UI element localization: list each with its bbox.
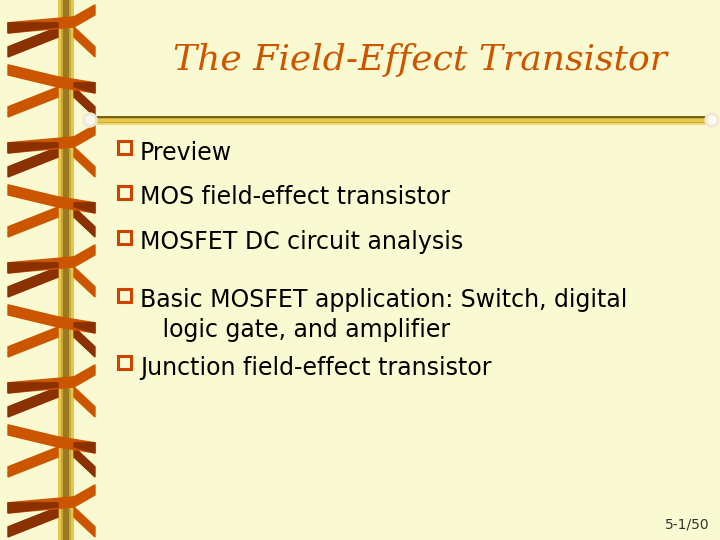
Polygon shape bbox=[8, 87, 58, 117]
Polygon shape bbox=[8, 507, 58, 537]
Polygon shape bbox=[74, 267, 95, 297]
Polygon shape bbox=[8, 125, 95, 153]
Text: Basic MOSFET application: Switch, digital
   logic gate, and amplifier: Basic MOSFET application: Switch, digita… bbox=[140, 288, 627, 342]
Polygon shape bbox=[74, 443, 95, 453]
Polygon shape bbox=[8, 207, 58, 237]
Polygon shape bbox=[8, 263, 58, 273]
Polygon shape bbox=[8, 447, 58, 477]
Polygon shape bbox=[74, 83, 95, 93]
Bar bbox=[90, 116, 712, 125]
Polygon shape bbox=[8, 305, 95, 333]
Polygon shape bbox=[74, 447, 95, 477]
FancyBboxPatch shape bbox=[118, 140, 131, 153]
Bar bbox=[90, 116, 712, 118]
Circle shape bbox=[708, 116, 716, 124]
Polygon shape bbox=[8, 245, 95, 273]
Polygon shape bbox=[8, 383, 58, 393]
Bar bbox=[90, 123, 712, 125]
Polygon shape bbox=[8, 267, 58, 297]
Bar bbox=[58, 0, 74, 540]
Text: MOSFET DC circuit analysis: MOSFET DC circuit analysis bbox=[140, 231, 463, 254]
Polygon shape bbox=[8, 65, 95, 93]
Polygon shape bbox=[8, 147, 58, 177]
Polygon shape bbox=[8, 23, 58, 33]
Bar bbox=[90, 118, 712, 122]
Text: Preview: Preview bbox=[140, 140, 232, 165]
Text: 5-1/50: 5-1/50 bbox=[665, 518, 710, 532]
FancyBboxPatch shape bbox=[118, 288, 131, 301]
Circle shape bbox=[86, 116, 94, 124]
Polygon shape bbox=[8, 365, 95, 393]
Polygon shape bbox=[74, 147, 95, 177]
Circle shape bbox=[705, 113, 719, 127]
Circle shape bbox=[83, 113, 97, 127]
Polygon shape bbox=[74, 27, 95, 57]
FancyBboxPatch shape bbox=[118, 355, 131, 368]
Polygon shape bbox=[8, 143, 58, 153]
Polygon shape bbox=[74, 387, 95, 417]
Polygon shape bbox=[74, 87, 95, 117]
Polygon shape bbox=[74, 203, 95, 213]
Polygon shape bbox=[74, 323, 95, 333]
Polygon shape bbox=[8, 185, 95, 213]
FancyBboxPatch shape bbox=[118, 231, 131, 244]
Polygon shape bbox=[8, 425, 95, 453]
Bar bbox=[71, 0, 74, 540]
Text: Junction field-effect transistor: Junction field-effect transistor bbox=[140, 355, 492, 380]
Polygon shape bbox=[8, 485, 95, 513]
Bar bbox=[63, 0, 69, 540]
Polygon shape bbox=[8, 503, 58, 513]
Polygon shape bbox=[8, 327, 58, 357]
Polygon shape bbox=[74, 507, 95, 537]
Polygon shape bbox=[74, 327, 95, 357]
Polygon shape bbox=[8, 27, 58, 57]
Bar bbox=[58, 0, 61, 540]
Polygon shape bbox=[8, 387, 58, 417]
Polygon shape bbox=[8, 5, 95, 33]
Text: The Field-Effect Transistor: The Field-Effect Transistor bbox=[173, 43, 667, 77]
FancyBboxPatch shape bbox=[118, 186, 131, 199]
Text: MOS field-effect transistor: MOS field-effect transistor bbox=[140, 186, 450, 210]
Polygon shape bbox=[74, 207, 95, 237]
